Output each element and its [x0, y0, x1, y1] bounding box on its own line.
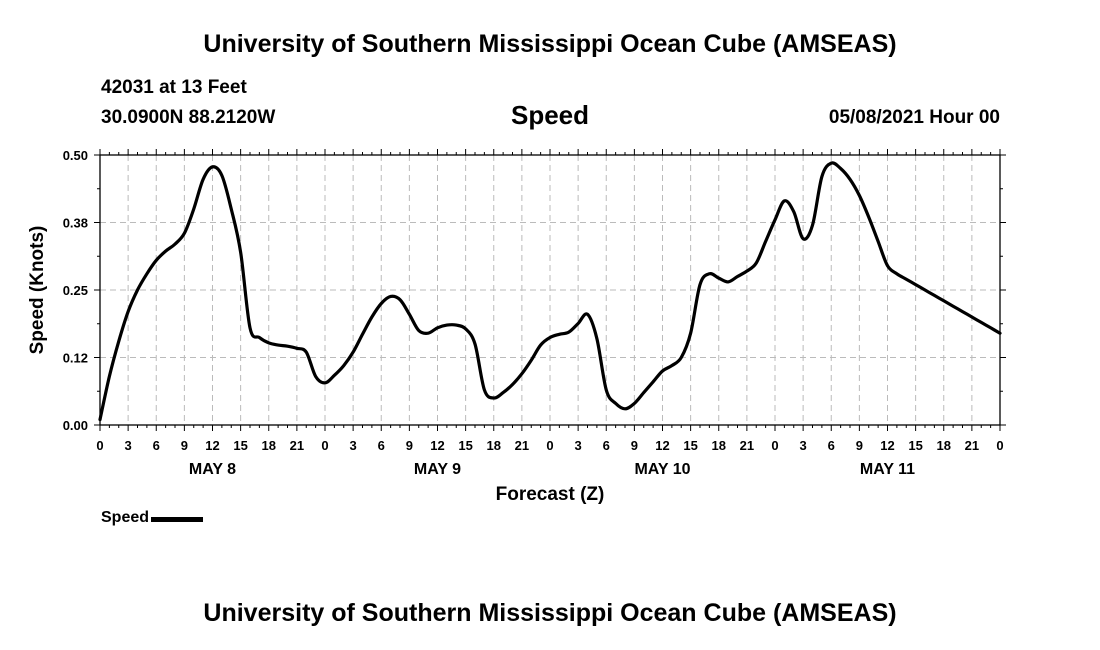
x-tick-label: 12 — [655, 438, 669, 453]
x-tick-label: 3 — [125, 438, 132, 453]
day-label: MAY 9 — [414, 461, 461, 478]
x-tick-label: 21 — [515, 438, 529, 453]
x-tick-label: 3 — [575, 438, 582, 453]
y-tick-label: 0.25 — [63, 283, 88, 298]
y-tick-label: 0.50 — [63, 148, 88, 163]
y-axis-label: Speed (Knots) — [27, 226, 48, 355]
day-label: MAY 8 — [189, 461, 236, 478]
y-tick-label: 0.00 — [63, 418, 88, 433]
x-tick-label: 12 — [430, 438, 444, 453]
x-tick-label: 0 — [321, 438, 328, 453]
axis-ticks — [94, 149, 1006, 431]
plot-title: Speed — [510, 100, 590, 130]
x-tick-label: 18 — [487, 438, 501, 453]
y-tick-label: 0.38 — [63, 216, 88, 231]
day-label: MAY 11 — [860, 461, 915, 478]
x-tick-label: 0 — [996, 438, 1003, 453]
x-tick-label: 6 — [153, 438, 160, 453]
x-tick-label: 6 — [828, 438, 835, 453]
x-tick-label: 21 — [740, 438, 754, 453]
x-tick-label: 9 — [631, 438, 638, 453]
x-tick-label: 9 — [856, 438, 863, 453]
x-tick-label: 12 — [205, 438, 219, 453]
day-labels: MAY 8 MAY 9 MAY 10 MAY 11 — [189, 461, 915, 478]
x-tick-label: 21 — [965, 438, 979, 453]
x-tick-label: 15 — [233, 438, 247, 453]
coordinates-label: 30.0900N 88.2120W — [101, 107, 276, 128]
y-tick-label: 0.12 — [63, 351, 88, 366]
legend-label: Speed — [101, 509, 150, 526]
x-tick-label: 15 — [908, 438, 922, 453]
forecast-datetime: 05/08/2021 Hour 00 — [828, 107, 1000, 128]
x-tick-label: 3 — [800, 438, 807, 453]
y-tick-labels: 0.00 0.12 0.25 0.38 0.50 — [63, 148, 88, 433]
x-tick-label: 9 — [406, 438, 413, 453]
station-label: 42031 at 13 Feet — [101, 77, 247, 98]
x-axis-label: Forecast (Z) — [496, 484, 605, 505]
x-tick-label: 0 — [96, 438, 103, 453]
x-tick-label: 9 — [181, 438, 188, 453]
x-tick-label: 18 — [712, 438, 726, 453]
x-tick-label: 6 — [378, 438, 385, 453]
x-tick-label: 6 — [603, 438, 610, 453]
x-tick-label: 18 — [262, 438, 276, 453]
x-tick-labels: 0 3 6 9 12 15 18 21 0 3 6 9 12 15 18 21 0 3 6 9 12 15 18 21 0 3 6 9… — [96, 438, 1003, 453]
footer-title: University of Southern Mississippi Ocean… — [203, 599, 897, 627]
legend: Speed — [101, 509, 204, 527]
grid — [100, 155, 1000, 425]
day-label: MAY 10 — [634, 461, 690, 478]
x-tick-label: 3 — [350, 438, 357, 453]
x-tick-label: 12 — [880, 438, 894, 453]
chart-title: University of Southern Mississippi Ocean… — [203, 30, 897, 58]
speed-series-line — [98, 161, 1002, 422]
legend-line-swatch — [151, 517, 204, 522]
x-tick-label: 18 — [937, 438, 951, 453]
x-tick-label: 21 — [290, 438, 304, 453]
x-tick-label: 15 — [683, 438, 697, 453]
x-tick-label: 0 — [771, 438, 778, 453]
x-tick-label: 15 — [458, 438, 472, 453]
x-tick-label: 0 — [546, 438, 553, 453]
